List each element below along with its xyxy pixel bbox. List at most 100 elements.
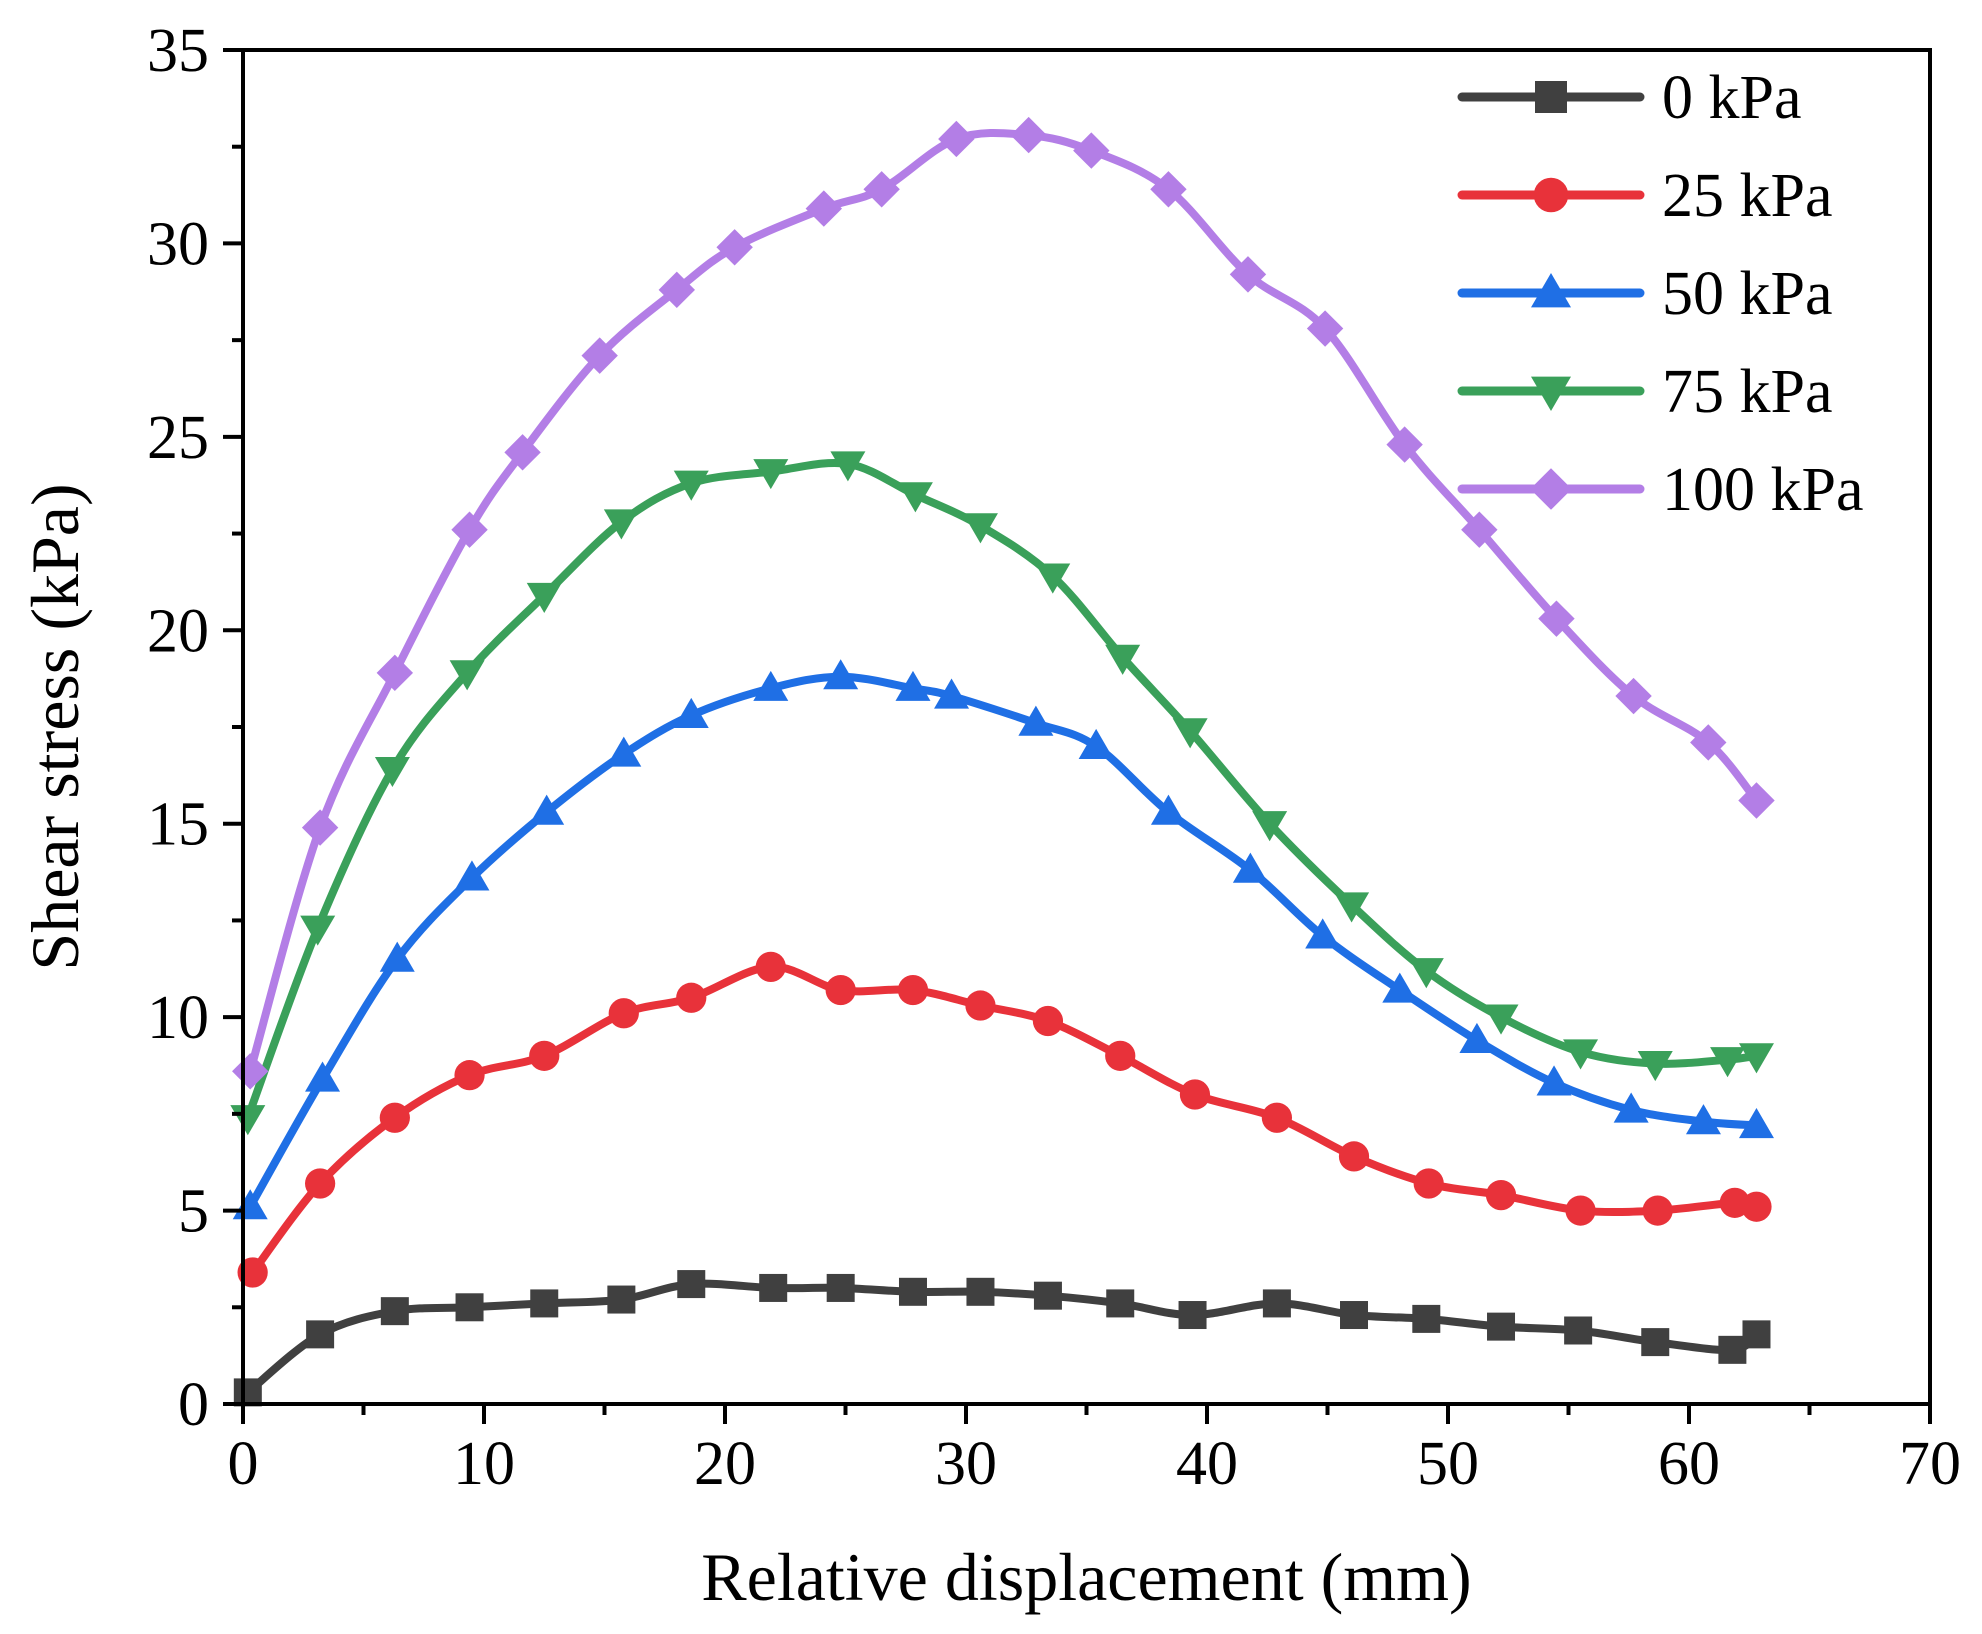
series-layer [230,116,1775,1407]
data-point-75-kpa [603,509,639,540]
data-point-100-kpa [581,337,618,374]
legend-label-0-kpa: 0 kPa [1662,64,1802,132]
x-tick-label: 50 [1417,1430,1479,1498]
data-point-75-kpa [1483,1004,1519,1035]
data-point-50-kpa [1018,705,1054,736]
y-tick-label: 35 [147,17,209,85]
x-tick-label: 60 [1658,1430,1720,1498]
data-point-50-kpa [379,941,415,972]
data-point-25-kpa [305,1168,336,1199]
data-point-50-kpa [753,670,789,701]
data-point-25-kpa [237,1257,268,1288]
data-point-25-kpa [1338,1141,1370,1172]
data-point-50-kpa [1305,918,1341,949]
data-point-50-kpa [1613,1092,1649,1123]
data-point-75-kpa [1035,563,1071,594]
data-point-75-kpa [526,582,562,613]
legend-marker-100-kpa [1530,468,1572,510]
data-point-0-kpa [233,1378,262,1407]
legend-marker-50-kpa [1531,273,1571,308]
data-point-0-kpa [1340,1301,1369,1330]
data-point-0-kpa [1641,1328,1670,1357]
data-point-75-kpa [1252,811,1288,842]
data-point-50-kpa [454,860,490,891]
data-point-75-kpa [449,660,485,691]
data-point-75-kpa [897,482,933,513]
y-tick-label: 15 [147,791,209,859]
data-point-100-kpa [451,511,488,548]
data-point-100-kpa [376,654,414,692]
y-tick-label: 30 [147,210,209,278]
data-point-75-kpa [1105,644,1141,675]
data-point-50-kpa [1536,1065,1572,1096]
data-point-100-kpa [301,809,339,846]
data-point-25-kpa [825,974,856,1006]
data-point-25-kpa [608,998,639,1029]
data-point-75-kpa [962,513,998,544]
data-point-0-kpa [306,1320,335,1349]
data-point-75-kpa [1563,1039,1599,1070]
data-point-100-kpa [805,190,843,227]
data-point-100-kpa [1386,426,1423,463]
data-point-50-kpa [823,659,859,690]
data-point-100-kpa [1690,724,1727,761]
axis-ticks: 0 10 20 30 40 50 60 70 0 5 10 15 20 25 30 35 [147,17,1961,1498]
data-point-25-kpa [529,1040,560,1071]
data-point-25-kpa [1105,1040,1136,1071]
data-point-0-kpa [1178,1301,1207,1330]
data-point-100-kpa [863,171,900,208]
x-tick-label: 0 [228,1430,259,1498]
data-point-75-kpa [673,470,709,501]
data-point-100-kpa [1738,782,1775,819]
data-point-25-kpa [1179,1079,1211,1110]
series-75-kpa [230,451,1774,1136]
data-point-25-kpa [379,1102,410,1133]
x-tick-label: 70 [1899,1430,1961,1498]
data-point-50-kpa [934,678,970,709]
data-point-75-kpa [830,451,866,482]
data-point-25-kpa [1032,1005,1064,1037]
legend: 0 kPa 25 kPa 50 kPa 75 kPa 100 kPa [1457,64,1864,524]
data-point-25-kpa [1741,1191,1772,1222]
data-point-75-kpa [230,1105,266,1136]
data-point-100-kpa [1461,511,1498,548]
data-point-100-kpa [1229,256,1267,293]
data-point-50-kpa [673,697,709,728]
data-point-0-kpa [898,1277,927,1306]
legend-label-75-kpa: 75 kPa [1662,358,1833,426]
data-point-25-kpa [897,974,929,1006]
series-line-100-kpa [246,128,1761,1076]
x-tick-label: 40 [1176,1430,1238,1498]
data-point-50-kpa [1232,852,1268,883]
data-point-100-kpa [1615,677,1652,715]
data-point-75-kpa [1738,1043,1774,1074]
y-tick-label: 25 [147,404,209,472]
data-point-25-kpa [1642,1195,1673,1226]
data-point-100-kpa [938,120,975,158]
data-point-100-kpa [716,229,753,266]
data-point-0-kpa [1742,1320,1771,1349]
data-point-100-kpa [1010,116,1047,154]
data-point-0-kpa [1487,1312,1516,1341]
data-point-100-kpa [1073,132,1110,169]
y-tick-label: 0 [178,1371,209,1439]
data-point-50-kpa [1685,1104,1721,1135]
data-point-0-kpa [826,1273,855,1302]
series-100-kpa [232,116,1775,1090]
x-tick-label: 20 [694,1430,756,1498]
data-point-75-kpa [374,756,410,788]
data-point-50-kpa [1738,1107,1774,1139]
series-line-0-kpa [243,1279,1761,1397]
data-point-0-kpa [966,1277,995,1306]
data-point-50-kpa [1078,728,1114,759]
legend-label-50-kpa: 50 kPa [1662,260,1833,328]
data-point-100-kpa [658,271,695,309]
data-point-0-kpa [1564,1316,1593,1345]
data-point-50-kpa [529,794,565,825]
data-point-0-kpa [1718,1335,1747,1364]
data-point-0-kpa [677,1270,706,1299]
data-point-0-kpa [1033,1281,1062,1310]
data-point-25-kpa [1485,1179,1517,1211]
data-point-25-kpa [1261,1102,1293,1133]
